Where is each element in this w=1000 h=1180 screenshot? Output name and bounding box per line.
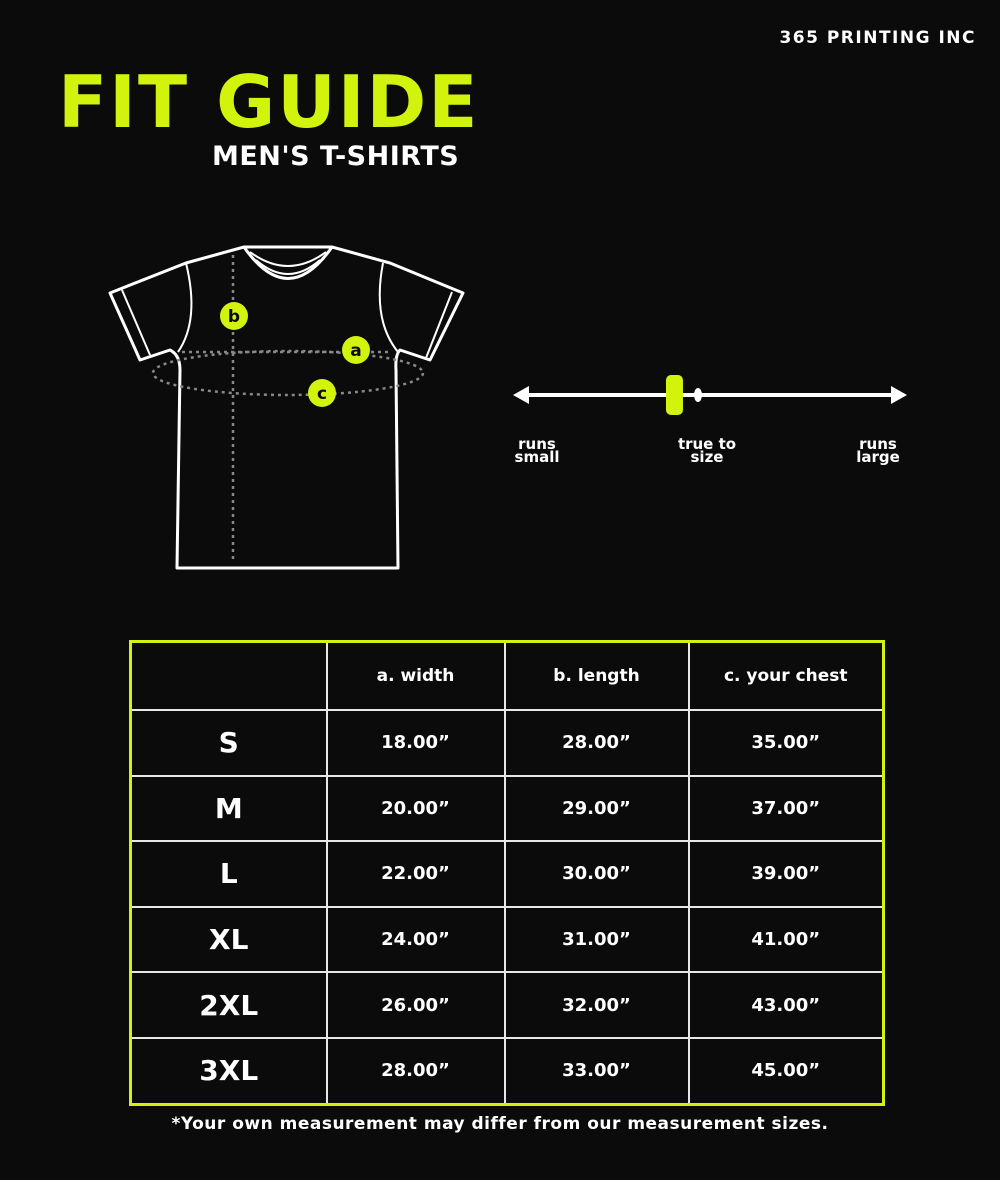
table-row: 2XL 26.00” 32.00” 43.00” [129,971,885,1039]
cell-size: 3XL [129,1036,328,1106]
table-row: XL 24.00” 31.00” 41.00” [129,905,885,974]
cell-length: 31.00” [503,905,690,974]
cell-width: 26.00” [325,971,506,1039]
svg-text:a: a [350,341,361,361]
marker-b: b [220,302,248,330]
cell-chest: 43.00” [687,971,885,1039]
fit-level-marker [665,375,683,415]
arrow-right-icon [891,386,907,404]
cell-size: M [129,774,328,843]
scale-midpoint [694,388,702,402]
footnote: *Your own measurement may differ from ou… [171,1114,829,1134]
cell-chest: 41.00” [687,905,885,974]
marker-c: c [308,379,336,407]
cell-width: 28.00” [325,1036,506,1106]
svg-text:c: c [317,384,327,404]
cell-chest: 35.00” [687,709,885,777]
svg-text:b: b [228,307,240,327]
table-row: M 20.00” 29.00” 37.00” [129,774,885,843]
cell-size: 2XL [129,971,328,1039]
cell-width: 20.00” [325,774,506,843]
cell-chest: 39.00” [687,840,885,908]
fit-scale [513,375,907,415]
cell-length: 29.00” [503,774,690,843]
cell-length: 33.00” [503,1036,690,1106]
table-row: 3XL 28.00” 33.00” 45.00” [129,1036,885,1106]
cell-width: 22.00” [325,840,506,908]
header-size [129,640,328,711]
cell-width: 24.00” [325,905,506,974]
header-length: b. length [503,640,690,711]
header-chest: c. your chest [687,640,885,711]
cell-chest: 45.00” [687,1036,885,1106]
table-row: L 22.00” 30.00” 39.00” [129,840,885,908]
header-width: a. width [325,640,506,711]
tshirt-diagram: b a c [108,245,465,570]
cell-chest: 37.00” [687,774,885,843]
label-true-to-size: true to size [677,435,737,466]
marker-a: a [342,336,370,364]
page-title: FIT GUIDE [58,60,480,144]
label-runs-small: runs small [514,435,560,466]
cell-size: XL [129,905,328,974]
cell-length: 32.00” [503,971,690,1039]
table-header-row: a. width b. length c. your chest [129,640,885,711]
cell-size: L [129,840,328,908]
table-row: S 18.00” 28.00” 35.00” [129,709,885,777]
brand-name: 365 PRINTING INC [779,28,976,48]
cell-size: S [129,709,328,777]
cell-length: 30.00” [503,840,690,908]
size-table: a. width b. length c. your chest S 18.00”… [129,640,885,1106]
cell-length: 28.00” [503,709,690,777]
cell-width: 18.00” [325,709,506,777]
arrow-left-icon [513,386,529,404]
label-runs-large: runs large [856,435,900,466]
page-subtitle: MEN'S T-SHIRTS [212,141,460,172]
